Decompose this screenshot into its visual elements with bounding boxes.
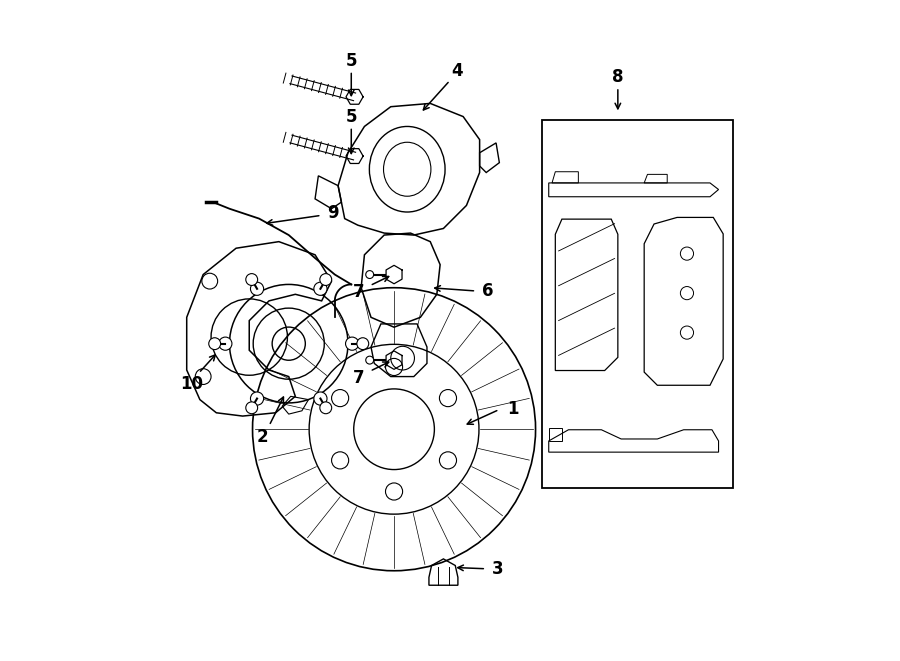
Text: 5: 5 — [346, 52, 357, 69]
Text: 7: 7 — [354, 369, 365, 387]
Text: 2: 2 — [256, 428, 268, 446]
Text: 4: 4 — [451, 61, 463, 79]
Bar — [542, 120, 733, 488]
Circle shape — [209, 338, 220, 350]
Circle shape — [219, 337, 232, 350]
Text: 5: 5 — [346, 108, 357, 126]
Circle shape — [314, 392, 327, 405]
Circle shape — [320, 402, 332, 414]
Circle shape — [365, 356, 374, 364]
Text: 8: 8 — [612, 68, 624, 86]
Circle shape — [346, 337, 359, 350]
Text: 1: 1 — [507, 401, 518, 418]
Circle shape — [320, 274, 332, 286]
Circle shape — [250, 392, 264, 405]
Text: 9: 9 — [327, 204, 338, 222]
Text: 6: 6 — [482, 282, 494, 300]
Circle shape — [246, 402, 257, 414]
Text: 3: 3 — [491, 560, 503, 578]
Circle shape — [250, 282, 264, 295]
Circle shape — [357, 338, 369, 350]
Circle shape — [365, 270, 374, 278]
Circle shape — [246, 274, 257, 286]
Text: 7: 7 — [354, 284, 365, 301]
Circle shape — [314, 282, 327, 295]
Text: 10: 10 — [181, 375, 203, 393]
